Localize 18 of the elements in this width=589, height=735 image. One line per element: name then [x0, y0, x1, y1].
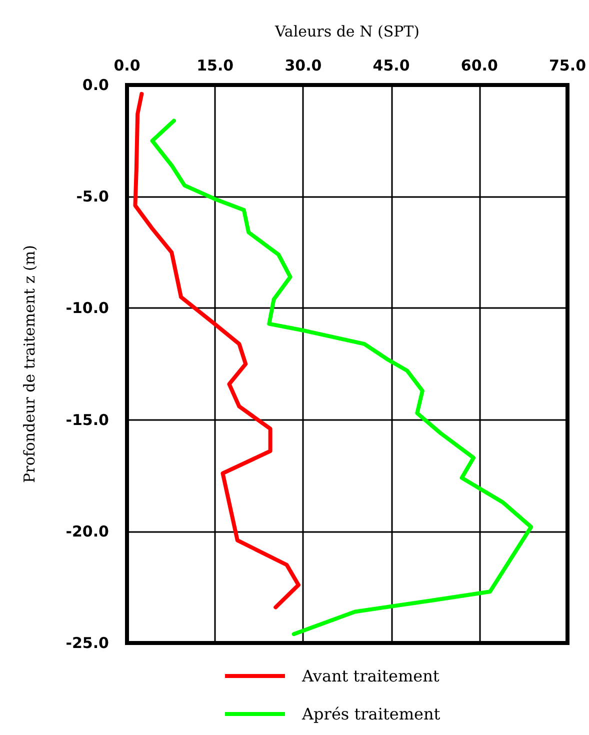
- y-tick-label: -5.0: [76, 188, 109, 206]
- legend-label: Avant traitement: [301, 666, 440, 686]
- y-tick-label: 0.0: [82, 76, 109, 94]
- x-tick-label: 0.0: [114, 56, 140, 74]
- x-tick-label: 45.0: [372, 56, 410, 74]
- x-tick-label: 30.0: [284, 56, 322, 74]
- x-axis-title: Valeurs de N (SPT): [274, 22, 420, 40]
- y-tick-label: -20.0: [66, 522, 109, 540]
- y-tick-label: -15.0: [66, 410, 109, 429]
- x-tick-label: 75.0: [548, 56, 586, 74]
- y-tick-label: -10.0: [66, 299, 109, 318]
- x-tick-label: 60.0: [460, 56, 498, 74]
- y-tick-label: -25.0: [66, 634, 109, 652]
- y-axis-title: Profondeur de traitement z (m): [20, 245, 38, 483]
- line-series: [150, 118, 534, 636]
- x-tick-label: 15.0: [196, 56, 234, 74]
- line-series: [133, 92, 300, 610]
- legend-label: Aprés traitement: [301, 704, 441, 724]
